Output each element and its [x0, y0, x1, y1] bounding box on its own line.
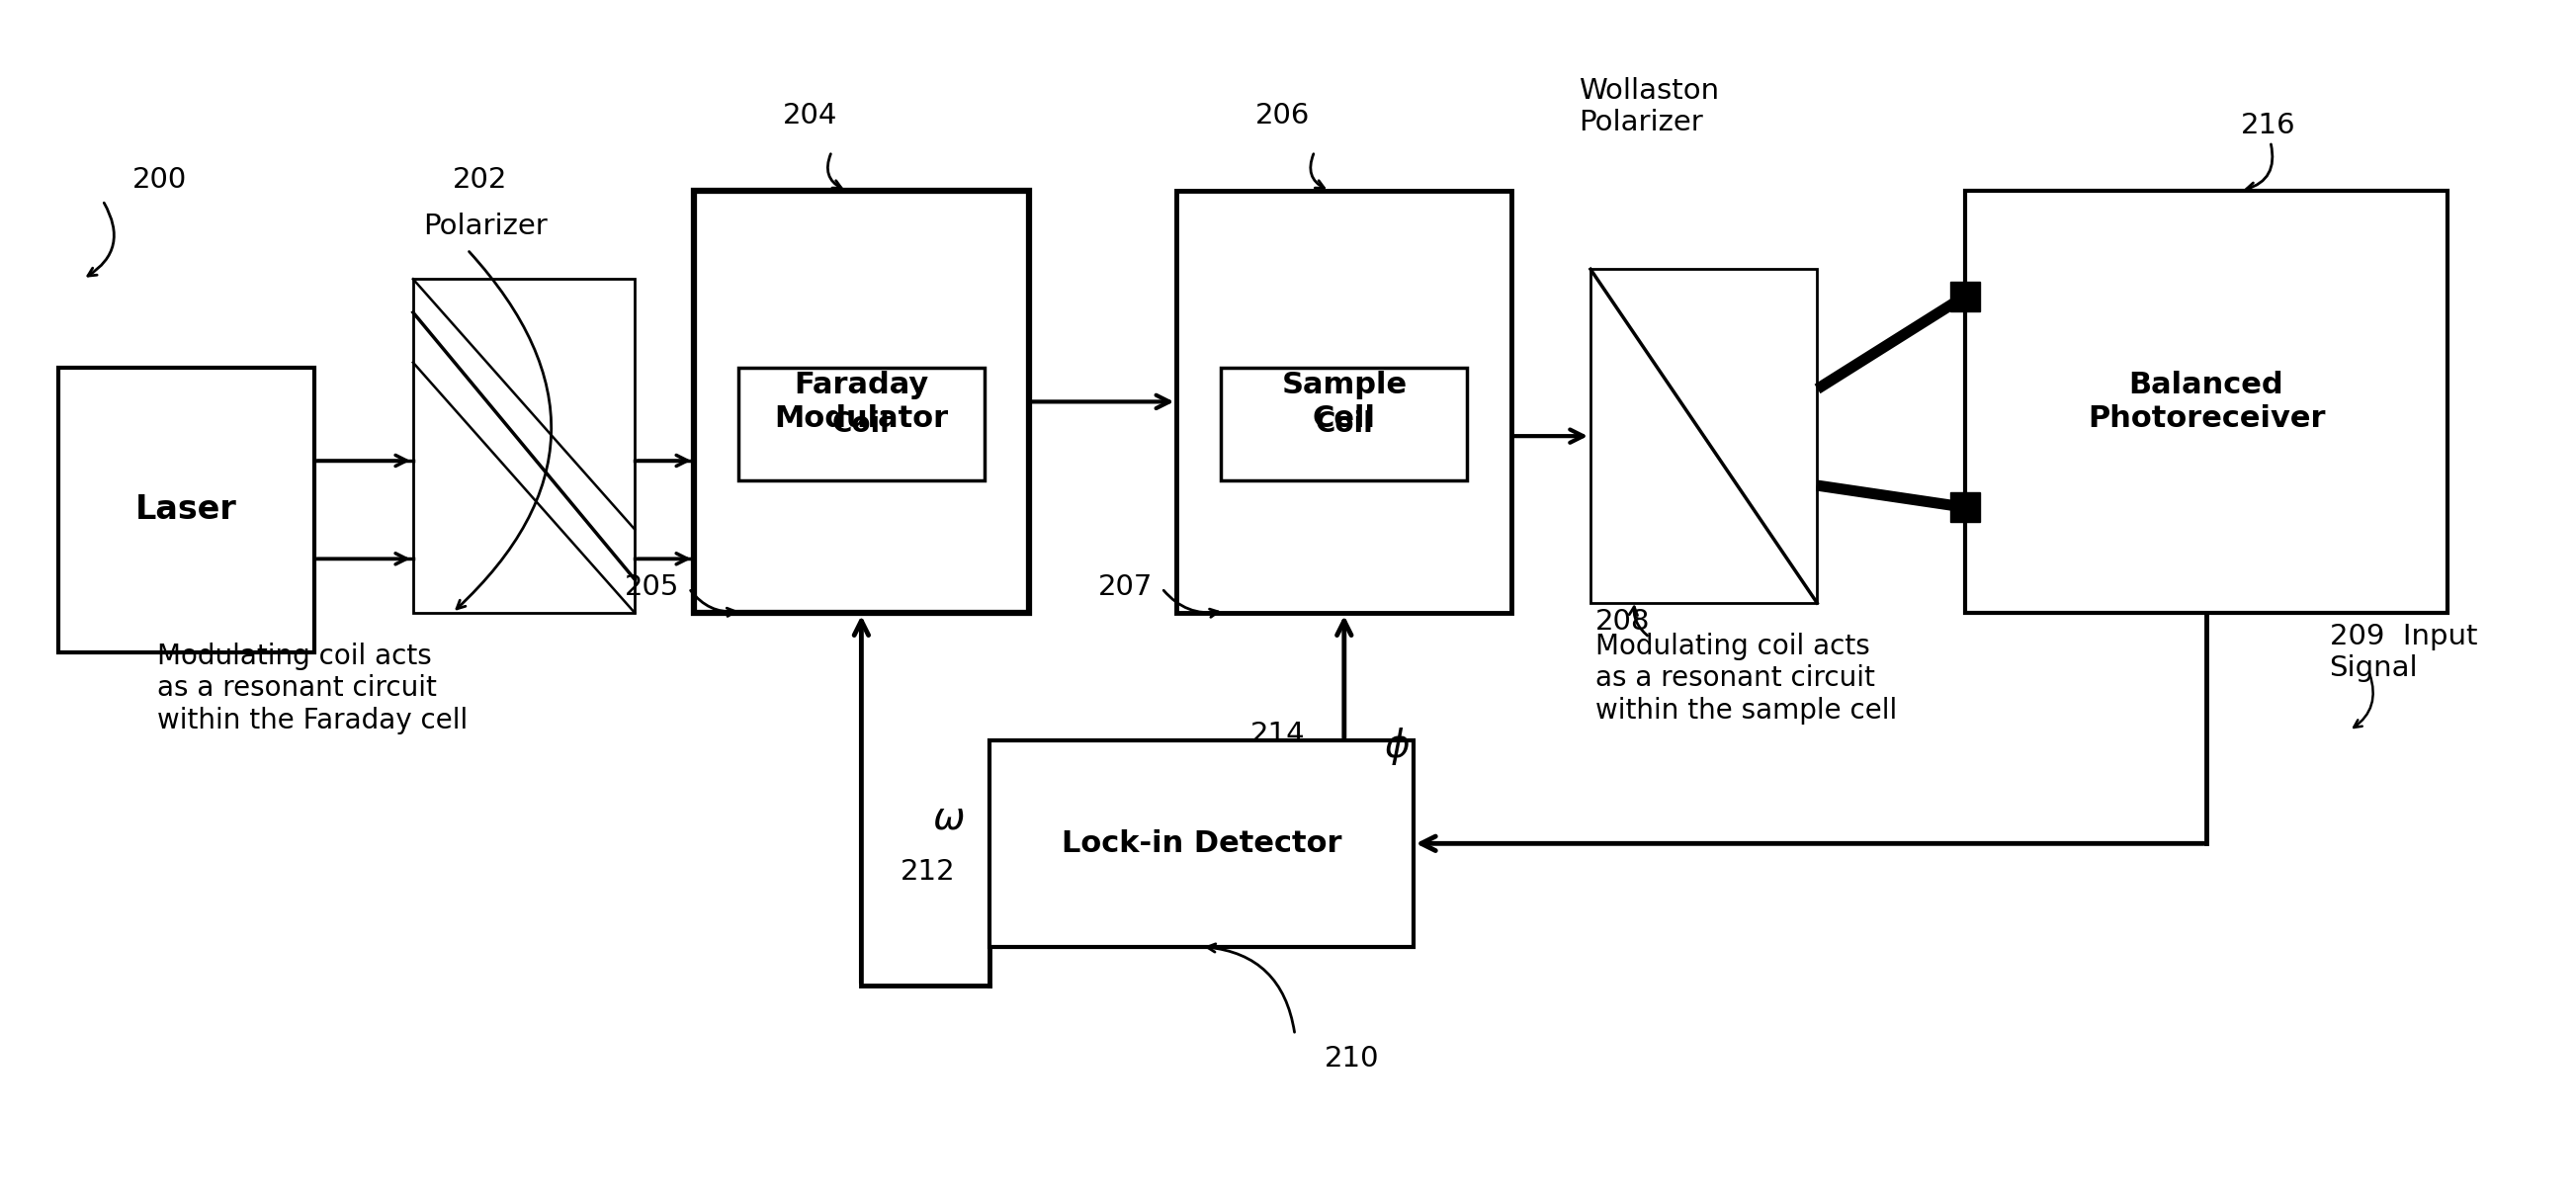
FancyBboxPatch shape — [739, 367, 984, 480]
Text: Lock-in Detector: Lock-in Detector — [1061, 829, 1342, 858]
FancyBboxPatch shape — [412, 279, 634, 612]
Text: 216: 216 — [2241, 112, 2295, 140]
FancyBboxPatch shape — [1965, 190, 2447, 612]
FancyBboxPatch shape — [693, 190, 1028, 612]
Text: Laser: Laser — [137, 493, 237, 526]
Text: Modulating coil acts
as a resonant circuit
within the Faraday cell: Modulating coil acts as a resonant circu… — [157, 642, 466, 734]
Text: 212: 212 — [902, 858, 956, 885]
FancyBboxPatch shape — [1221, 367, 1468, 480]
FancyBboxPatch shape — [989, 740, 1414, 947]
FancyBboxPatch shape — [1177, 190, 1512, 612]
Text: 206: 206 — [1255, 102, 1311, 130]
FancyBboxPatch shape — [59, 367, 314, 652]
Text: 202: 202 — [453, 166, 507, 194]
Text: 204: 204 — [783, 102, 837, 130]
Text: Balanced
Photoreceiver: Balanced Photoreceiver — [2087, 371, 2326, 433]
Text: 209  Input
Signal: 209 Input Signal — [2329, 623, 2478, 682]
Text: Faraday
Modulator: Faraday Modulator — [775, 371, 948, 433]
FancyBboxPatch shape — [1589, 269, 1816, 603]
Text: 200: 200 — [131, 166, 188, 194]
Text: 210: 210 — [1324, 1044, 1378, 1072]
Text: Modulating coil acts
as a resonant circuit
within the sample cell: Modulating coil acts as a resonant circu… — [1595, 633, 1896, 724]
Bar — [1950, 492, 1981, 522]
Text: 208: 208 — [1595, 608, 1651, 635]
Text: 207: 207 — [1097, 574, 1151, 602]
Text: $\omega$: $\omega$ — [933, 799, 966, 837]
Text: Coil: Coil — [1316, 410, 1373, 438]
Text: $\phi$: $\phi$ — [1383, 725, 1409, 768]
Text: 214: 214 — [1249, 721, 1306, 748]
Text: Coil: Coil — [832, 410, 891, 438]
Bar — [1950, 282, 1981, 310]
Text: Polarizer: Polarizer — [422, 212, 546, 239]
Text: Wollaston
Polarizer: Wollaston Polarizer — [1579, 77, 1718, 137]
Text: 205: 205 — [626, 574, 680, 602]
Text: Sample
Cell: Sample Cell — [1280, 371, 1406, 433]
